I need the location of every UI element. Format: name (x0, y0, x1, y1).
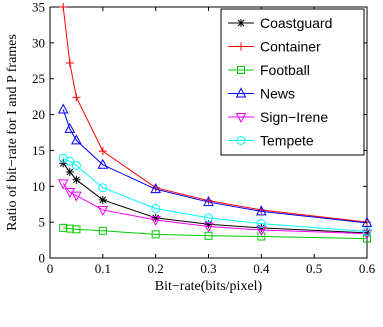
legend-label: Sign−Irene (260, 109, 328, 125)
data-point (256, 205, 267, 216)
data-point (256, 219, 266, 229)
data-point (64, 122, 76, 133)
series-line (63, 227, 368, 240)
legend-label: Coastguard (260, 15, 332, 31)
y-tick-label: 30 (32, 35, 45, 50)
data-point (362, 226, 372, 236)
data-point (57, 179, 69, 190)
data-point (203, 195, 214, 207)
data-point (97, 205, 109, 217)
legend-box (220, 8, 365, 156)
legend-label: News (260, 86, 295, 102)
data-point (151, 204, 161, 214)
data-point (72, 225, 81, 234)
data-point (203, 222, 214, 233)
x-tick-label: 0 (47, 261, 54, 276)
data-point (235, 113, 247, 124)
legend: Coastguard Container Football News Sign−Iren… (220, 8, 365, 156)
data-point (235, 87, 247, 98)
y-tick-label: 35 (32, 0, 45, 15)
legend-item: Football (228, 62, 310, 78)
legend-item: Coastguard (228, 15, 332, 31)
data-point (71, 160, 81, 170)
data-point (72, 175, 81, 184)
tick-layer: 0 0.1 0.2 0.3 0.4 0.5 0.6 0 5 10 15 20 25 30 35 (32, 0, 376, 276)
legend-item: Sign−Irene (228, 109, 328, 125)
legend-label: Container (260, 39, 321, 55)
data-point (236, 136, 246, 145)
legend-item: Container (228, 39, 321, 55)
legend-label: Tempete (260, 133, 314, 149)
series-line (63, 157, 368, 232)
series-tempete (58, 153, 372, 236)
series-news (57, 103, 373, 227)
x-tick-label: 0.5 (306, 261, 322, 276)
series-sign-irene (57, 179, 373, 240)
series-line (62, 109, 368, 224)
data-point (71, 134, 82, 145)
x-tick-label: 0.3 (200, 261, 216, 276)
data-point (257, 232, 266, 241)
data-point (97, 158, 109, 169)
data-point (204, 213, 213, 223)
data-point (59, 3, 68, 11)
data-point (57, 103, 69, 114)
series-line (62, 183, 368, 235)
x-tick-label: 0.1 (95, 261, 111, 276)
data-point (72, 93, 81, 102)
x-tick-label: 0.6 (359, 261, 376, 276)
data-point (150, 215, 161, 227)
x-axis-label: Bit−rate(bits/pixel) (155, 279, 263, 294)
y-tick-label: 10 (32, 179, 45, 194)
y-tick-label: 20 (32, 107, 45, 122)
data-point (98, 195, 107, 204)
data-point (65, 58, 74, 67)
series-line (62, 6, 368, 223)
data-point (256, 226, 267, 237)
data-point (237, 66, 245, 74)
legend-item: News (228, 86, 295, 102)
data-point (237, 42, 245, 51)
data-point (150, 183, 161, 194)
legend-label: Football (260, 62, 310, 78)
legend-item: Tempete (228, 133, 314, 149)
x-tick-label: 0.4 (253, 261, 270, 276)
data-point (237, 19, 245, 27)
y-tick-label: 0 (39, 251, 46, 266)
y-tick-label: 15 (32, 143, 45, 158)
data-point (65, 167, 74, 176)
y-tick-label: 5 (39, 215, 46, 230)
y-axis-label: Ratio of bit−rate for I and P frames (5, 34, 20, 231)
series-football (59, 223, 371, 243)
data-point (151, 230, 160, 239)
x-tick-label: 0.2 (148, 261, 164, 276)
data-point (98, 147, 107, 156)
data-point (98, 226, 107, 235)
y-tick-label: 25 (32, 71, 45, 86)
series-layer (57, 3, 373, 243)
data-point (65, 156, 75, 166)
data-point (71, 191, 82, 202)
data-point (98, 183, 108, 193)
data-point (361, 229, 373, 240)
